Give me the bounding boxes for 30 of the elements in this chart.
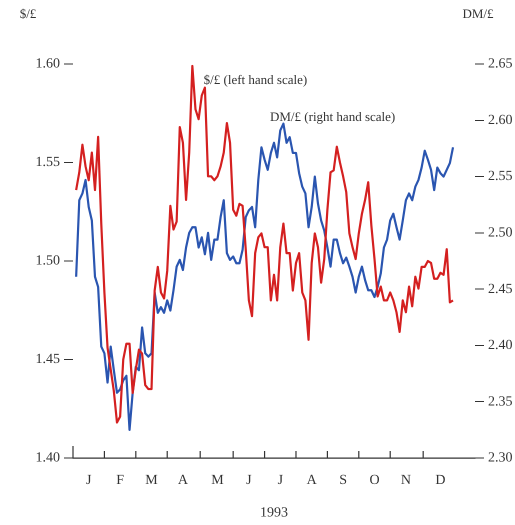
y2-tick-label: 2.50 [488,226,512,241]
y-tick-label: 1.50 [36,254,60,269]
y-tick-label: 1.55 [36,155,60,170]
x-tick-label: F [116,473,124,488]
x-tick-label: O [369,473,380,488]
y-tick-label: 1.60 [36,56,60,72]
x-tick-label: S [339,473,347,488]
y2-tick-label: 2.40 [488,338,512,354]
y-axis-title: $/£ [20,6,37,21]
y2-tick-label: 2.60 [488,112,512,128]
y2-tick-label: 2.55 [488,169,512,184]
series-label: DM/£ (right hand scale) [270,109,396,124]
x-tick-label: D [435,473,446,488]
x-tick-label: J [86,473,92,488]
x-tick-label: J [246,473,252,488]
x-tick-label: A [178,473,189,488]
series-label: $/£ (left hand scale) [204,72,308,87]
y2-tick-label: 2.30 [488,450,512,466]
x-tick-label: M [211,473,224,488]
x-tick-label: N [400,473,411,488]
y-tick-label: 1.45 [36,352,60,368]
y2-tick-label: 2.45 [488,282,512,297]
x-axis-title: 1993 [260,505,288,520]
y2-tick-label: 2.65 [488,56,512,72]
x-tick-label: M [145,473,158,488]
y2-axis-title: DM/£ [462,6,494,21]
y2-tick-label: 2.35 [488,394,512,410]
x-tick-label: J [278,473,284,488]
y-tick-label: 1.40 [36,450,60,466]
x-tick-label: A [306,473,318,488]
